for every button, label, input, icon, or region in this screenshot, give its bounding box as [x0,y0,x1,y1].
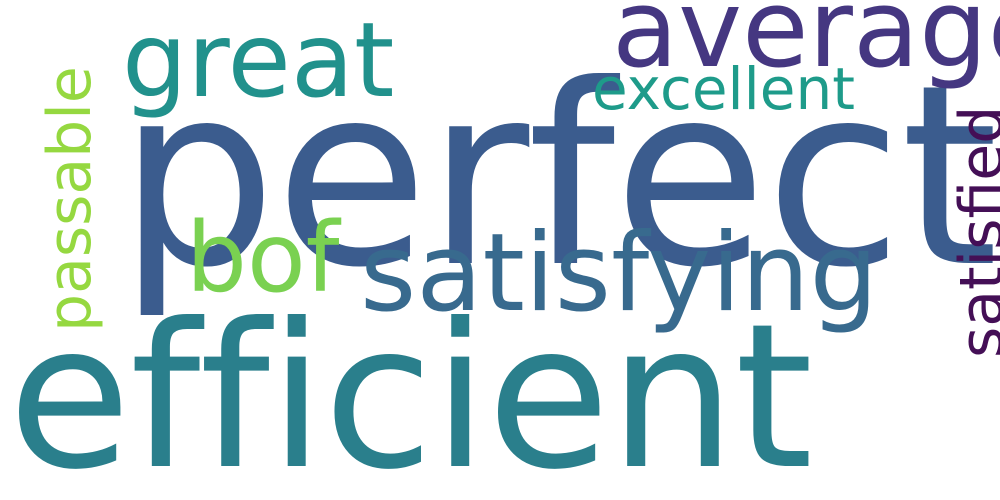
word-great: great [122,1,395,121]
word-satisfied: satisfied [947,105,1000,358]
word-excellent: excellent [592,55,855,123]
word-satisfying: satisfying [360,211,879,336]
word-perfect: perfect [118,31,999,322]
word-efficient: efficient [8,281,813,500]
word-bof: bof [186,202,340,314]
word-passable: passable [35,66,105,332]
word-average: average [612,0,1000,92]
